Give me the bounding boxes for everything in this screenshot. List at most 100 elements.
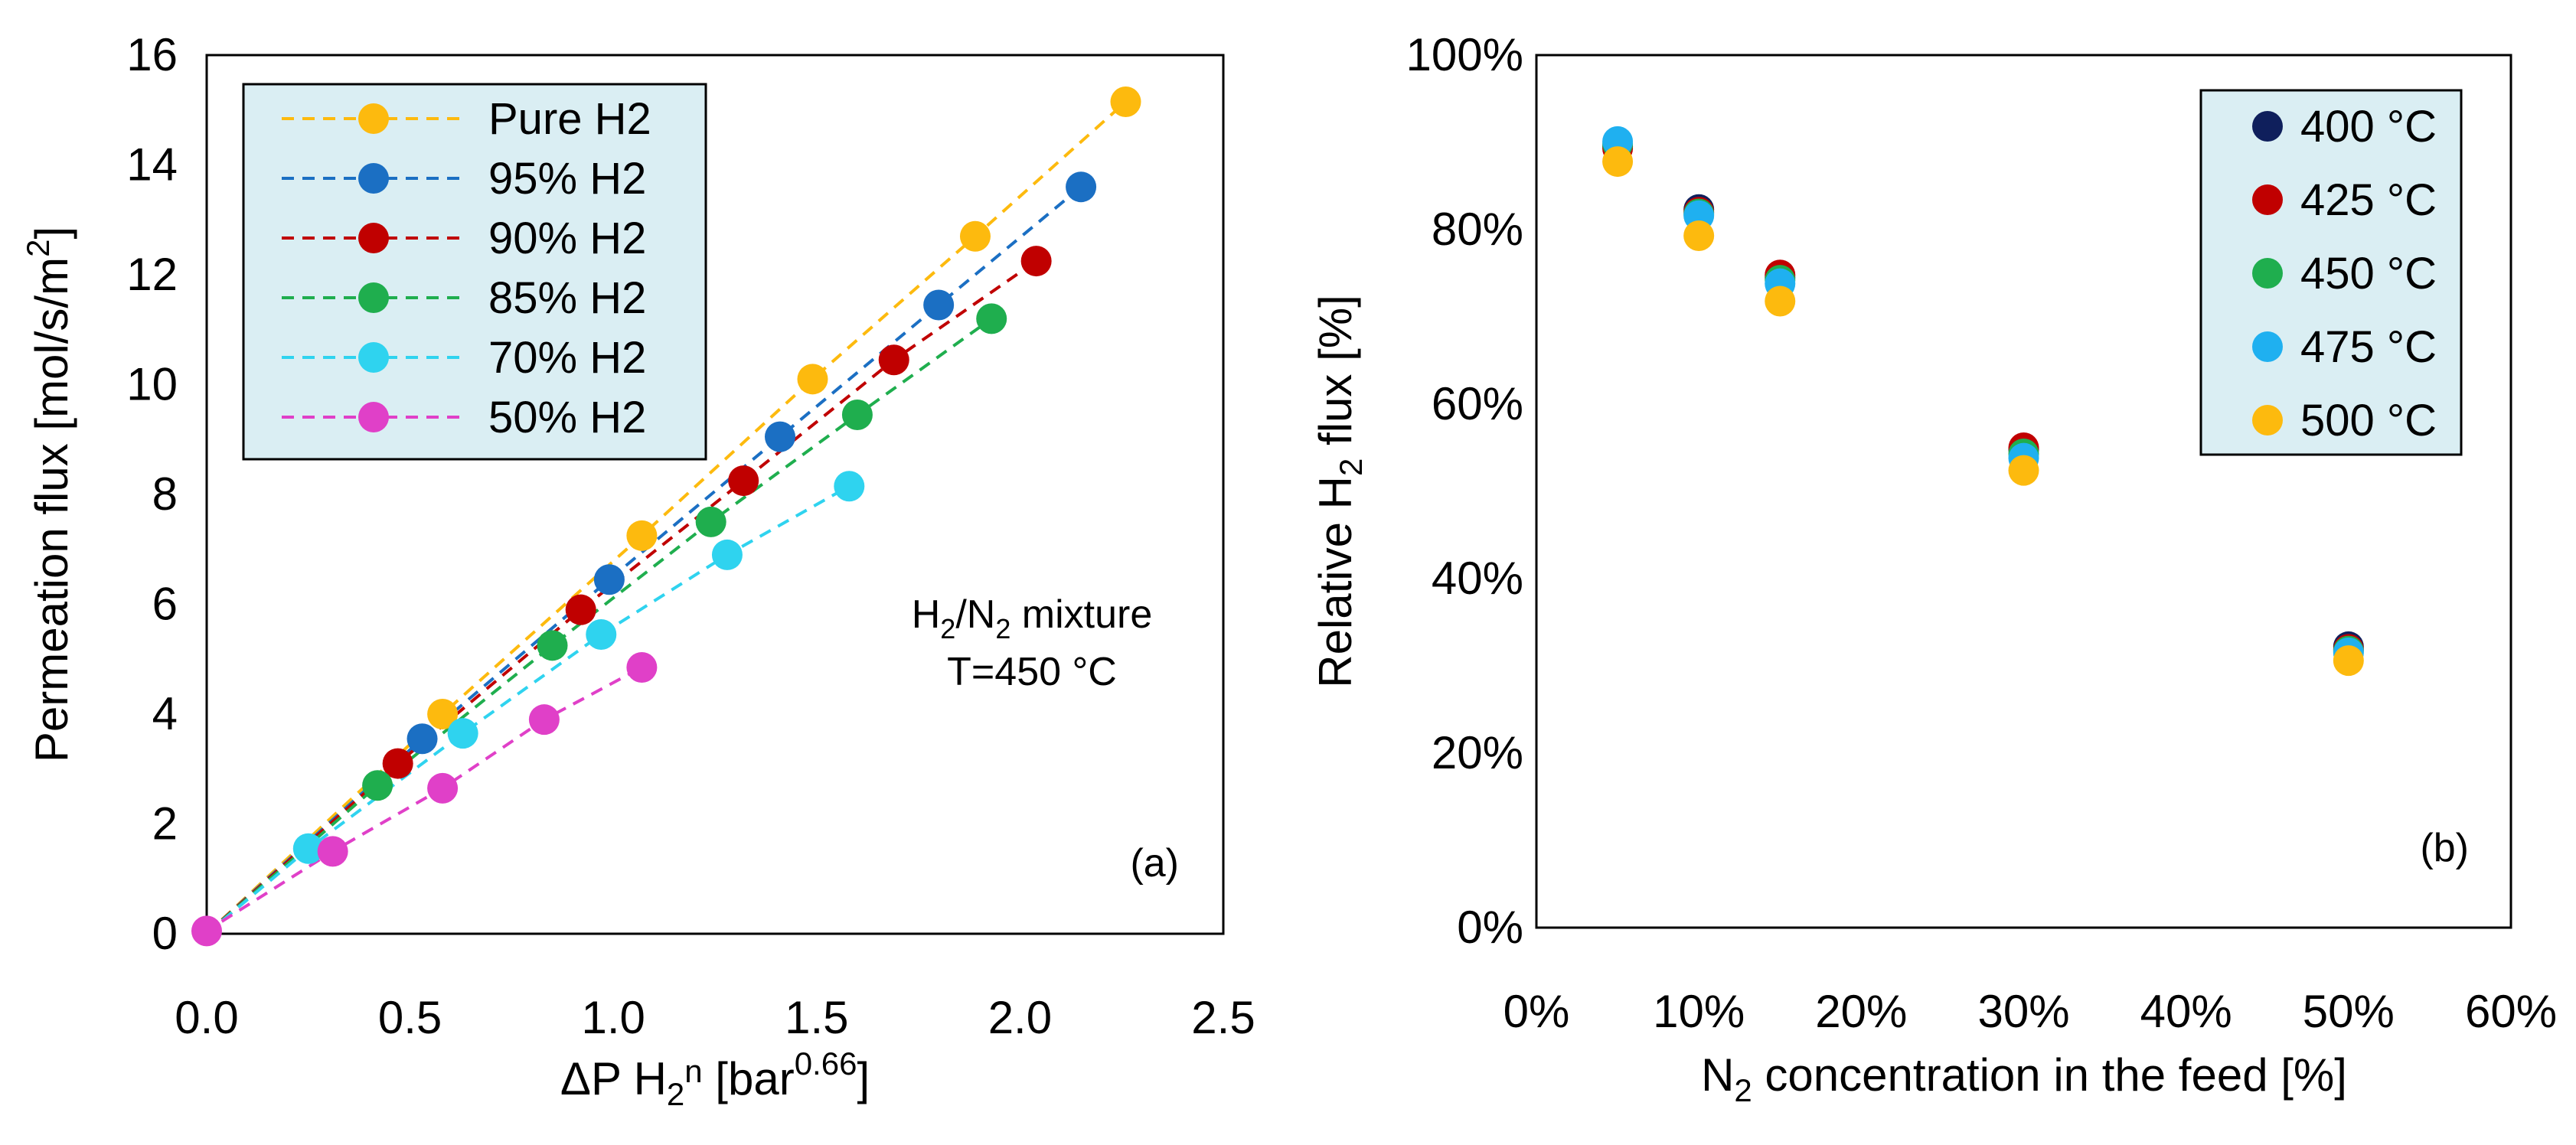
data-point-95-h2 [923, 289, 955, 321]
panel-b-x-tick-label: 10% [1653, 986, 1745, 1037]
panel-a-annotation-line2: T=450 °C [947, 650, 1117, 694]
legend-marker-95-h2 [358, 163, 389, 194]
panel-b-y-tick-label: 100% [1406, 29, 1523, 80]
legend-marker-500-c [2252, 405, 2283, 435]
panel-a-y-tick-label: 2 [152, 798, 178, 850]
data-point-95-h2 [593, 564, 625, 595]
legend-marker-475-c [2252, 331, 2283, 362]
panel-b-legend: 400 °C 425 °C 450 °C 475 °C 500 °C [2199, 89, 2463, 456]
panel-b-x-tick-label: 60% [2465, 986, 2557, 1037]
data-point-pure-h2 [797, 364, 828, 395]
data-point-95-h2 [764, 421, 795, 452]
panel-b-x-tick-label: 30% [1977, 986, 2069, 1037]
legend-label-475-c: 475 °C [2300, 322, 2437, 372]
data-point-pure-h2 [1110, 86, 1141, 117]
legend-label-70-h2: 70% H2 [488, 333, 646, 383]
panel-a-y-tick-label: 14 [126, 139, 178, 191]
panel-a-x-tick-label: 2.0 [988, 992, 1052, 1043]
data-point-50-h2 [528, 704, 560, 736]
data-point-50-h2 [626, 652, 658, 683]
panel-b-y-tick-label: 80% [1432, 204, 1523, 255]
trend-line-70-h2 [205, 484, 851, 935]
panel-b-x-tick-label: 40% [2140, 986, 2232, 1037]
trend-line-pure-h2 [205, 100, 1127, 935]
panel-b-y-tick-label: 40% [1432, 553, 1523, 604]
panel-a-y-tick-label: 8 [152, 468, 178, 520]
data-point-500-c [2333, 645, 2364, 677]
data-point-pure-h2 [427, 699, 459, 729]
data-point-85-h2 [537, 630, 568, 661]
panel-b-label: (b) [2420, 826, 2469, 870]
legend-label-400-c: 400 °C [2300, 102, 2437, 152]
panel-b-y-tick-label: 20% [1432, 727, 1523, 778]
data-point-90-h2 [382, 748, 413, 779]
panel-b-x-tick-label: 0% [1503, 986, 1570, 1037]
data-point-500-c [1602, 146, 1634, 178]
panel-b-y-axis-title: Relative H2 flux [%] [1310, 295, 1369, 688]
trend-line-85-h2 [205, 317, 993, 935]
panel-a-x-tick-labels: 0.0 0.5 1.0 1.5 2.0 2.5 [175, 992, 1255, 1043]
data-point-50-h2 [427, 772, 459, 804]
panel-a-legend-box [242, 83, 707, 461]
legend-marker-425-c [2252, 184, 2283, 215]
legend-marker-50-h2 [358, 402, 389, 432]
data-point-70-h2 [711, 539, 743, 570]
data-point-95-h2 [406, 723, 438, 755]
data-point-90-h2 [1020, 246, 1052, 277]
data-point-70-h2 [834, 471, 865, 502]
panel-b-plot-frame [1535, 54, 2512, 929]
panel-b-y-tick-label: 0% [1457, 902, 1523, 953]
data-point-500-c [2008, 455, 2039, 486]
panel-a-y-tick-label: 16 [126, 29, 178, 80]
legend-marker-pure-h2 [358, 103, 389, 134]
data-point-500-c [1683, 220, 1715, 251]
legend-marker-450-c [2252, 258, 2283, 289]
data-point-50-h2 [317, 836, 348, 867]
panel-a-chart: 0 2 4 6 8 10 12 14 16 0.0 0.5 1.0 1.5 2.0 2.5 Pure H2… [20, 29, 1255, 1112]
panel-a-x-axis-title: ΔP H2n [bar0.66] [560, 1046, 870, 1112]
panel-a-annotation-line1: H2/N2 mixture [912, 592, 1153, 644]
data-point-500-c [1765, 285, 1796, 317]
data-point-85-h2 [695, 506, 726, 537]
panel-a-x-tick-label: 1.5 [785, 992, 848, 1043]
panel-a-y-tick-label: 0 [152, 908, 178, 959]
legend-marker-70-h2 [358, 342, 389, 373]
panel-b-x-tick-labels: 0% 10% 20% 30% 40% 50% 60% [1503, 986, 2557, 1037]
panel-b-y-tick-label: 60% [1432, 378, 1523, 429]
legend-label-85-h2: 85% H2 [488, 273, 646, 323]
data-point-pure-h2 [959, 220, 991, 252]
panel-a-y-tick-label: 4 [152, 688, 178, 739]
panel-b-x-tick-label: 20% [1815, 986, 1907, 1037]
panel-b-x-tick-label: 50% [2303, 986, 2395, 1037]
legend-label-450-c: 450 °C [2300, 249, 2437, 298]
data-point-70-h2 [292, 833, 324, 864]
trend-line-95-h2 [205, 185, 1082, 935]
legend-label-95-h2: 95% H2 [488, 154, 646, 204]
data-point-70-h2 [586, 618, 617, 650]
panel-b-x-axis-title: N2 concentration in the feed [%] [1701, 1049, 2347, 1108]
data-point-pure-h2 [626, 520, 658, 551]
panel-a-x-tick-label: 0.0 [175, 992, 238, 1043]
legend-marker-90-h2 [358, 223, 389, 253]
panel-a-y-axis-title: Permeation flux [mol/s/m2] [20, 227, 77, 762]
panel-a-y-tick-label: 10 [126, 359, 178, 410]
legend-label-425-c: 425 °C [2300, 175, 2437, 225]
panel-a-legend-items: Pure H2 95% H2 90% H2 85% H2 70% H2 50% H2 [282, 94, 651, 442]
data-point-95-h2 [1066, 171, 1097, 203]
panel-b-data-points [1602, 126, 2364, 677]
panel-b-y-tick-labels: 0% 20% 40% 60% 80% 100% [1406, 29, 1523, 953]
panel-b-chart: 0%20%40%60%80%100% 0% 10% 20% 30% 40% 50% 60% … [1310, 29, 2557, 1108]
legend-label-90-h2: 90% H2 [488, 214, 646, 263]
legend-marker-400-c [2252, 111, 2283, 142]
legend-label-pure-h2: Pure H2 [488, 94, 651, 144]
panel-a-plot-frame [205, 54, 1225, 935]
data-point-85-h2 [841, 399, 873, 430]
panel-a-label: (a) [1130, 841, 1179, 886]
panel-b-legend-items: 400 °C 425 °C 450 °C 475 °C 500 °C [2252, 102, 2437, 445]
data-point-90-h2 [878, 344, 909, 376]
panel-a-data-points [191, 86, 1141, 947]
legend-marker-85-h2 [358, 282, 389, 313]
data-point-50-h2 [191, 915, 222, 947]
data-point-90-h2 [565, 594, 596, 625]
